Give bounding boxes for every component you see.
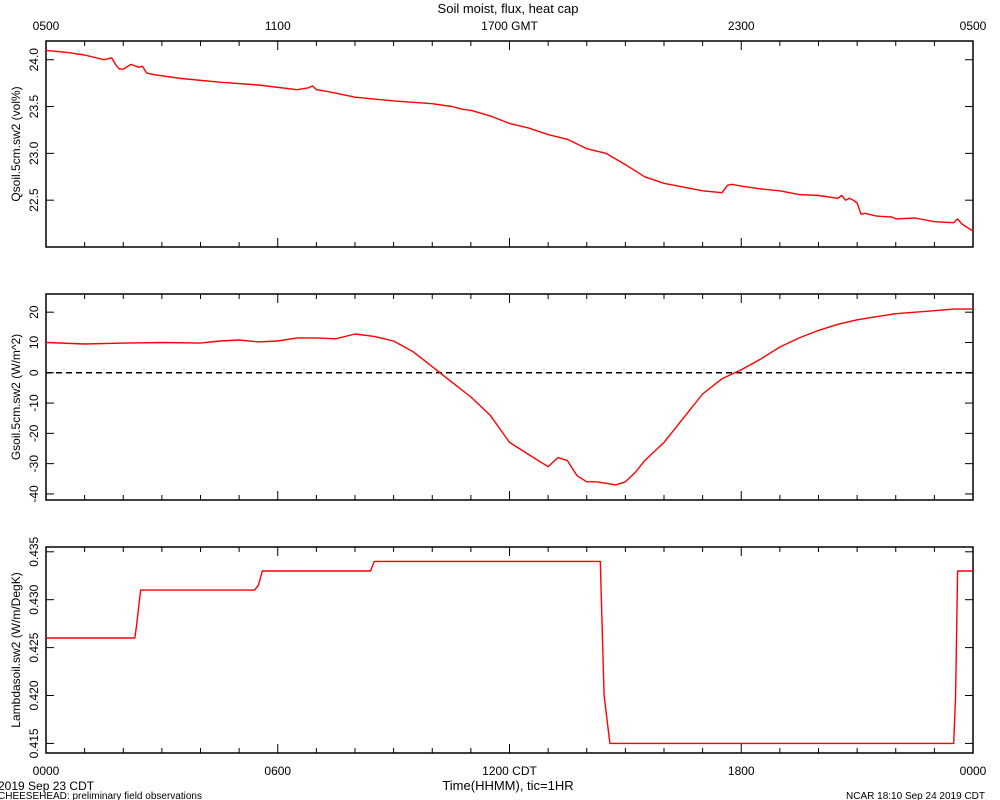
panel-1-y-tick-label: 22.5 — [27, 188, 41, 212]
panel-1-y-tick-label: 24.0 — [27, 48, 41, 72]
panel-1-frame — [45, 40, 974, 248]
plot-layer: 22.5 23.0 23.5 24.0 Qsoil.5cm.sw2 (vol%) -40 -… — [9, 19, 987, 778]
panel-2-series-line — [45, 308, 973, 486]
chart-title: Soil moist, flux, heat cap — [438, 1, 579, 16]
panel-3-y-tick-label: 0.435 — [27, 536, 41, 566]
panel-3-y-tick-label: 0.415 — [27, 728, 41, 758]
panel-2-y-tick-label: 10 — [27, 335, 41, 349]
panel-2-y-axis-label: Gsoil.5cm.sw2 (W/m^2) — [9, 334, 23, 460]
panel-2-y-tick-label: -40 — [27, 485, 41, 503]
panel-3-y-tick-label: 0.420 — [27, 680, 41, 710]
top-axis-tick-label: 1700 GMT — [481, 19, 538, 33]
bottom-axis-tick-label: 0000 — [960, 764, 987, 778]
bottom-axis-tick-label: 1200 CDT — [482, 764, 537, 778]
bottom-axis-tick-label: 1800 — [728, 764, 755, 778]
panel-3-series-line — [46, 560, 973, 745]
top-axis-tick-label: 0500 — [960, 19, 987, 33]
panel-1-y-axis-label: Qsoil.5cm.sw2 (vol%) — [9, 86, 23, 201]
bottom-axis-tick-label: 0000 — [33, 764, 60, 778]
panel-2-y-tick-label: 0 — [27, 369, 41, 376]
panel-1-y-tick-label: 23.5 — [27, 95, 41, 119]
panel-3-y-tick-label: 0.430 — [27, 584, 41, 614]
footer-right: NCAR 18:10 Sep 24 2019 CDT — [846, 791, 985, 800]
panel-2-y-tick-label: -20 — [27, 424, 41, 442]
panel-1-series-line — [45, 49, 974, 232]
panel-3-frame — [45, 546, 974, 754]
panel-2-y-tick-label: -30 — [27, 455, 41, 473]
top-axis-tick-label: 0500 — [33, 19, 60, 33]
panel-3-y-tick-label: 0.425 — [27, 632, 41, 662]
footer-left-note: CHEESEHEAD: preliminary field observatio… — [0, 791, 202, 800]
x-axis-label: Time(HHMM), tic=1HR — [442, 778, 573, 793]
bottom-axis-tick-label: 0600 — [264, 764, 291, 778]
panel-3-y-axis-label: Lambdasoil.sw2 (W/m/DegK) — [9, 572, 23, 727]
panel-2-y-tick-label: 20 — [27, 305, 41, 319]
footer-left-date: 2019 Sep 23 CDT — [0, 779, 95, 793]
panel-1-y-tick-label: 23.0 — [27, 141, 41, 165]
top-axis-tick-label: 2300 — [728, 19, 755, 33]
panel-2-y-tick-label: -10 — [27, 394, 41, 412]
top-axis-tick-label: 1100 — [265, 19, 291, 33]
